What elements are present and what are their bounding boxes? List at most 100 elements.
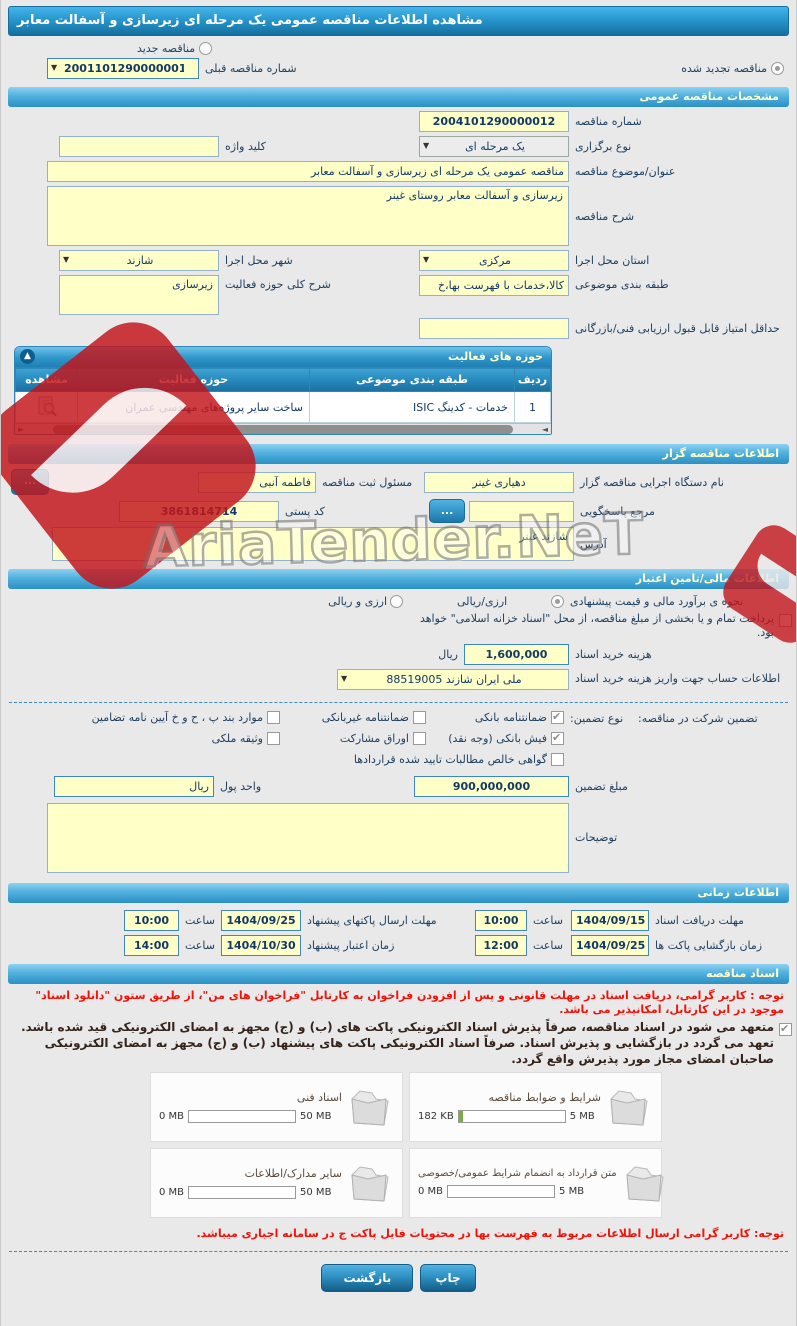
document-files: شرایط و ضوابط مناقصه 182 KB 5 MB اسناد ف… <box>146 1071 664 1218</box>
nonbank-guarantee-checkbox[interactable] <box>413 710 426 724</box>
opening-date[interactable]: 1404/09/25 <box>571 934 649 956</box>
file-size-current: 0 MB <box>418 1185 444 1197</box>
min-score-label: حداقل امتیاز قابل قبول ارزیابی فنی/بازرگ… <box>575 322 780 335</box>
bid-deadline-time[interactable]: 10:00 <box>124 909 179 931</box>
renewed-tender-label: مناقصه تجدید شده <box>681 62 767 75</box>
upload-progressbar <box>188 1109 297 1123</box>
file-size-current: 182 KB <box>418 1110 454 1122</box>
collapse-icon[interactable]: ▲ <box>20 349 35 364</box>
page-title: مشاهده اطلاعات مناقصه عمومی یک مرحله ای … <box>8 6 789 36</box>
file-box-technical[interactable]: اسناد فنی 0 MB 50 MB <box>150 1071 403 1142</box>
new-tender-radio[interactable] <box>199 42 213 55</box>
scroll-right-icon[interactable]: ► <box>17 424 25 434</box>
participation-bonds-checkbox[interactable] <box>413 731 426 745</box>
doc-deadline-time[interactable]: 10:00 <box>475 909 527 931</box>
contact-input[interactable] <box>469 500 574 522</box>
desc-textarea[interactable]: زیرسازی و آسفالت معابر روستای غینر <box>47 186 569 246</box>
province-select[interactable]: مرکزی ▼ <box>419 250 569 271</box>
opening-time[interactable]: 12:00 <box>475 934 527 956</box>
section-agency: اطلاعات مناقصه گزار <box>8 444 789 464</box>
fee-account-select[interactable]: ملی ایران شازند 88519005 ▼ <box>337 668 569 690</box>
print-button[interactable]: چاپ <box>420 1263 476 1292</box>
folder-icon <box>346 1085 394 1129</box>
activity-areas-title: حوزه های فعالیت ▲ <box>15 347 551 367</box>
tender-no-label: شماره مناقصه <box>575 115 642 128</box>
upload-progressbar <box>457 1109 566 1123</box>
folder-icon <box>605 1085 653 1129</box>
doc-fee-label: هزینه خرید اسناد <box>575 647 652 661</box>
postal-input[interactable]: 3861814714 <box>119 500 279 522</box>
address-textarea[interactable]: شازند غینر <box>52 527 574 561</box>
prev-tender-no-select[interactable]: 2001101290000001 ▼ <box>47 58 199 79</box>
activity-scope-textarea[interactable]: زیرسازی <box>59 275 219 315</box>
bank-receipt-checkbox[interactable] <box>551 731 564 745</box>
doc-deadline-label: مهلت دریافت اسناد <box>655 913 744 927</box>
file-box-contract[interactable]: متن قرارداد به انضمام شرایط عمومی/خصوصی … <box>409 1147 664 1218</box>
cell-field: ساخت سایر پروژه‌های مهندسی عمران <box>77 391 310 423</box>
doc-fee-input[interactable]: 1,600,000 <box>464 643 569 665</box>
divider <box>9 1250 788 1252</box>
net-claims-checkbox[interactable] <box>551 752 564 766</box>
activity-scope-label: شرح کلی حوزه فعالیت <box>225 278 331 291</box>
notes-textarea[interactable] <box>47 802 569 873</box>
horizontal-scrollbar[interactable]: ◄ ► <box>15 423 551 434</box>
price-list-notice: توجه: کاربر گرامی ارسال اطلاعات مربوط به… <box>196 1226 785 1240</box>
activity-areas-panel: حوزه های فعالیت ▲ ردیف طبقه بندی موضوعی … <box>14 346 552 435</box>
view-document-icon[interactable] <box>36 395 58 417</box>
dropdown-arrow-icon: ▼ <box>51 63 58 72</box>
validity-date[interactable]: 1404/10/30 <box>221 934 301 956</box>
type-select[interactable]: یک مرحله ای ▼ <box>419 136 569 157</box>
validity-time[interactable]: 14:00 <box>124 934 179 956</box>
folder-icon <box>346 1161 394 1205</box>
guarantee-type-label: نوع تضمین: <box>570 711 624 725</box>
rial-currency-radio[interactable] <box>551 595 564 608</box>
category-input[interactable]: کالا،خدمات با فهرست بها،خ <box>419 275 569 296</box>
folder-icon <box>621 1161 669 1205</box>
keyword-input[interactable] <box>59 136 219 157</box>
file-box-other[interactable]: سایر مدارک/اطلاعات 0 MB 50 MB <box>150 1147 403 1218</box>
agency-name-label: نام دستگاه اجرایی مناقصه گزار <box>580 475 724 489</box>
bylaw-items-checkbox[interactable] <box>267 710 280 724</box>
bid-deadline-date[interactable]: 1404/09/25 <box>221 909 301 931</box>
property-collateral-checkbox[interactable] <box>267 731 280 745</box>
bank-guarantee-checkbox[interactable] <box>551 710 564 724</box>
upload-progressbar <box>188 1185 297 1199</box>
esign-commitment-checkbox[interactable] <box>779 1022 792 1037</box>
cell-row-no: 1 <box>514 391 551 423</box>
mixed-currency-radio[interactable] <box>390 595 403 608</box>
tender-no-field[interactable]: 2004101290000012 <box>419 111 569 132</box>
registrar-input[interactable]: فاطمه آنبی <box>198 471 316 493</box>
back-button[interactable]: بازگشت <box>321 1263 414 1292</box>
contact-browse-button[interactable]: ... <box>429 499 465 523</box>
doc-deadline-date[interactable]: 1404/09/15 <box>571 909 649 931</box>
guarantee-amount-input[interactable]: 900,000,000 <box>414 775 569 797</box>
category-label: طبقه بندی موضوعی <box>575 278 669 291</box>
bid-deadline-label: مهلت ارسال پاکتهای پیشنهاد <box>307 913 437 927</box>
registrar-browse-button[interactable]: ... <box>11 469 49 495</box>
file-size-max: 50 MB <box>300 1110 332 1122</box>
col-category: طبقه بندی موضوعی <box>309 367 515 392</box>
file-size-max: 50 MB <box>300 1186 332 1198</box>
guarantee-group-label: تضمین شرکت در مناقصه: <box>638 711 758 725</box>
scroll-left-icon[interactable]: ◄ <box>541 424 549 434</box>
notes-label: توضیحات <box>575 831 618 844</box>
section-specs: مشخصات مناقصه عمومی <box>8 87 789 107</box>
scrollbar-thumb[interactable] <box>52 424 514 434</box>
section-financial: اطلاعات مالی/تامین اعتبار <box>8 569 789 589</box>
city-select[interactable]: شازند ▼ <box>59 250 219 271</box>
agency-name-input[interactable]: دهیاری غینر <box>424 471 574 493</box>
mixed-currency-label: ارزی و ریالی <box>328 595 387 608</box>
col-field: حوزه فعالیت <box>77 367 310 392</box>
currency-input[interactable]: ریال <box>54 775 214 797</box>
min-score-input[interactable] <box>419 318 569 339</box>
dropdown-arrow-icon: ▼ <box>423 255 430 264</box>
keyword-label: کلید واژه <box>225 140 266 153</box>
treasury-checkbox[interactable] <box>779 614 792 627</box>
dropdown-arrow-icon: ▼ <box>63 255 70 264</box>
renewed-tender-radio[interactable] <box>771 62 784 75</box>
province-label: استان محل اجرا <box>575 254 650 267</box>
cell-view <box>15 391 78 423</box>
file-box-terms[interactable]: شرایط و ضوابط مناقصه 182 KB 5 MB <box>409 1071 662 1142</box>
subject-input[interactable]: مناقصه عمومی یک مرحله ای زیرسازی و آسفال… <box>47 161 569 182</box>
fee-account-label: اطلاعات حساب جهت واریز هزینه خرید اسناد <box>575 672 781 686</box>
